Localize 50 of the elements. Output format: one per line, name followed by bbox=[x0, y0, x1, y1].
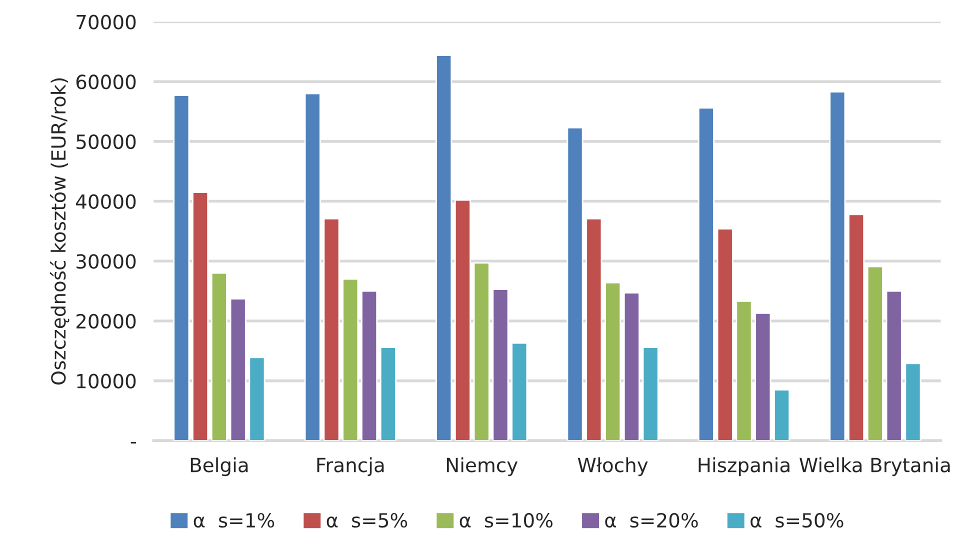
bar bbox=[736, 300, 752, 441]
x-tick-label: Hiszpania bbox=[698, 457, 790, 476]
bar bbox=[361, 290, 378, 441]
bar bbox=[904, 362, 922, 441]
y-tick-label: 60000 bbox=[76, 74, 136, 90]
y-tick-label: 20000 bbox=[76, 314, 136, 329]
y-tick-label: 50000 bbox=[76, 134, 136, 150]
y-tick-label: 70000 bbox=[76, 14, 136, 30]
bar bbox=[454, 199, 471, 441]
bar bbox=[698, 107, 714, 441]
bar bbox=[323, 218, 340, 441]
bar bbox=[230, 298, 246, 441]
legend-label: α s=50% bbox=[750, 512, 844, 528]
x-tick-label: Włochy bbox=[578, 457, 648, 476]
bar bbox=[774, 389, 790, 441]
bar bbox=[511, 342, 528, 441]
bar bbox=[586, 218, 602, 441]
y-tick-label: 30000 bbox=[76, 254, 136, 269]
legend-label: α s=5% bbox=[326, 512, 408, 528]
x-tick-label: Belgia bbox=[190, 457, 248, 476]
bar bbox=[380, 346, 396, 441]
bar bbox=[304, 92, 321, 441]
legend-label: α s=1% bbox=[194, 512, 274, 528]
bar bbox=[623, 292, 640, 441]
bar bbox=[492, 288, 509, 441]
bar bbox=[848, 214, 865, 441]
bar bbox=[248, 356, 266, 441]
legend-label: α s=20% bbox=[605, 512, 698, 528]
bar bbox=[566, 126, 584, 441]
y-tick-label: - bbox=[130, 442, 136, 444]
bar bbox=[210, 272, 228, 441]
x-tick-label: Francja bbox=[317, 457, 384, 476]
bar bbox=[192, 192, 209, 441]
y-tick-label: 40000 bbox=[76, 194, 136, 209]
bar bbox=[829, 91, 846, 441]
legend-label: α s=10% bbox=[460, 512, 552, 528]
bar bbox=[173, 94, 190, 441]
y-tick-label: 10000 bbox=[77, 374, 136, 388]
y-axis-title: Oszczędność kosztów (EUR/rok) bbox=[50, 78, 70, 385]
x-tick-label: Wielka Brytania bbox=[800, 457, 950, 476]
bar bbox=[604, 282, 622, 441]
bar bbox=[473, 262, 490, 441]
bar bbox=[342, 278, 359, 441]
x-tick-label: Niemcy bbox=[446, 457, 518, 476]
bar bbox=[754, 312, 772, 441]
bar bbox=[716, 228, 734, 441]
bar bbox=[642, 346, 659, 441]
bar bbox=[886, 290, 902, 441]
bar bbox=[436, 54, 452, 441]
bar bbox=[866, 266, 884, 441]
